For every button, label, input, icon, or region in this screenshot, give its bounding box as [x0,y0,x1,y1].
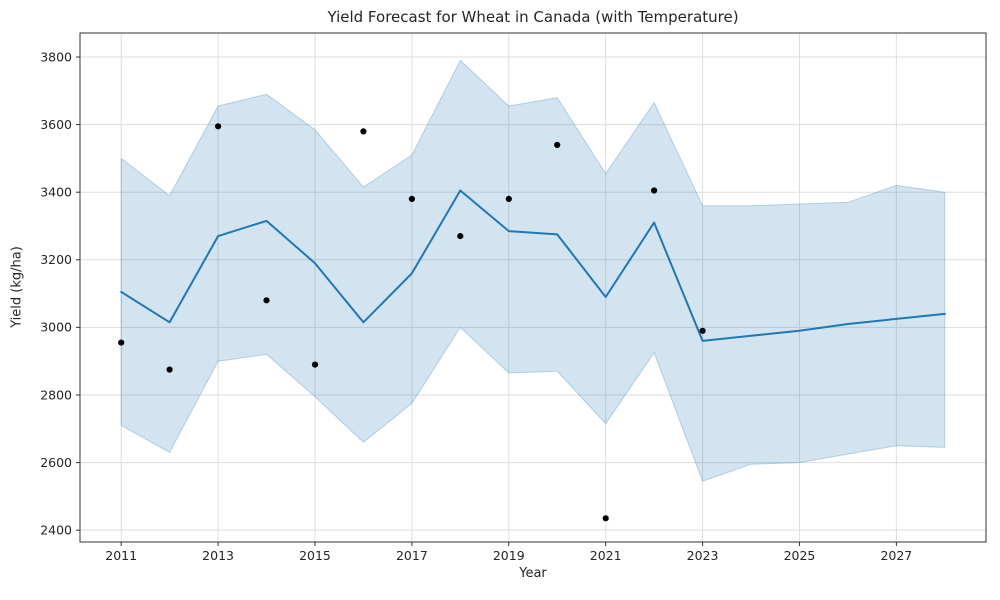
y-tick-label: 3600 [40,117,72,132]
observed-point [651,187,658,194]
observed-point [215,123,222,130]
observed-point [408,195,415,202]
observed-point [166,366,173,373]
x-tick-label: 2023 [687,548,719,563]
x-tick-label: 2013 [202,548,234,563]
observed-point [263,297,270,304]
confidence-band [120,59,946,482]
y-tick-label: 3400 [40,184,72,199]
x-tick-label: 2027 [880,548,912,563]
observed-point [118,339,125,346]
x-tick-label: 2015 [299,548,331,563]
y-tick-label: 3000 [40,320,72,335]
y-tick-label: 2400 [40,522,72,537]
observed-point [554,141,561,148]
chart-title: Yield Forecast for Wheat in Canada (with… [327,8,739,26]
y-tick-label: 3800 [40,49,72,64]
x-tick-label: 2017 [396,548,428,563]
observed-point [457,233,464,240]
x-tick-label: 2025 [784,548,816,563]
observed-point [360,128,367,135]
y-tick-label: 2600 [40,455,72,470]
x-tick-label: 2021 [590,548,622,563]
observed-point [311,361,319,368]
y-axis-label: Yield (kg/ha) [9,246,25,328]
y-tick-label: 2800 [40,387,72,402]
y-tick-label: 3200 [40,252,72,267]
observed-point [699,327,706,334]
x-tick-label: 2011 [105,548,137,563]
x-tick-label: 2019 [493,548,525,563]
x-axis-label: Year [519,566,547,581]
forecast-line [120,189,946,342]
observed-point [505,195,512,202]
observed-point [602,515,609,522]
plot-border [79,32,987,543]
